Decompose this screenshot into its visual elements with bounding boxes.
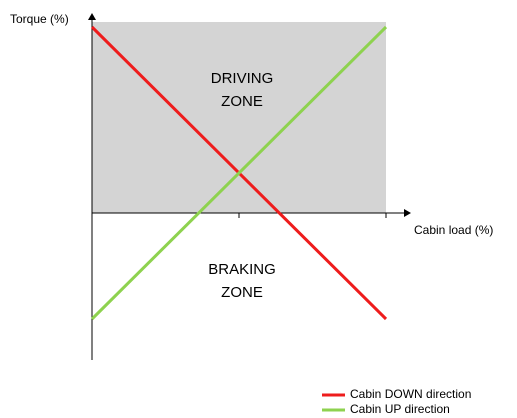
zone-label: BRAKING	[208, 261, 276, 278]
y-axis-label: Torque (%)	[10, 12, 69, 26]
zone-label: DRIVING	[211, 70, 274, 87]
legend-label: Cabin UP direction	[350, 402, 450, 416]
x-axis-label: Cabin load (%)	[414, 223, 493, 237]
up-line	[90, 25, 388, 321]
zone-label: ZONE	[221, 93, 263, 110]
zone-label: ZONE	[221, 284, 263, 301]
legend-label: Cabin DOWN direction	[350, 387, 471, 401]
driving-zone-area	[92, 22, 386, 213]
